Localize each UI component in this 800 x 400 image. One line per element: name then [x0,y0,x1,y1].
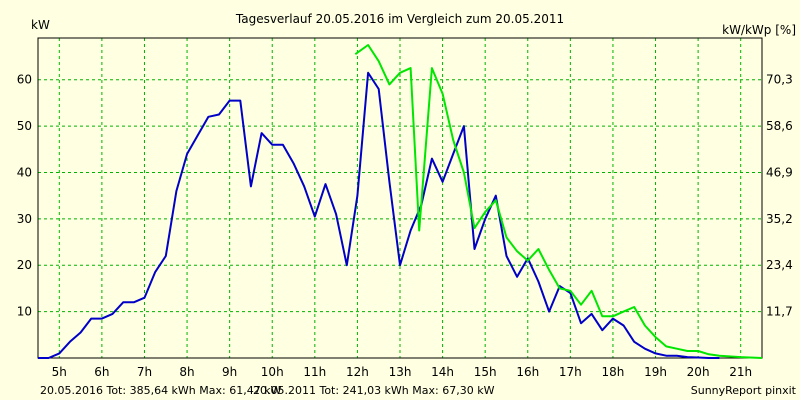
x-tick-label: 15h [474,365,497,379]
series-line-20.05.2016 [38,71,720,359]
y-tick-label-left: 30 [17,212,32,226]
x-tick-label: 7h [137,365,152,379]
x-tick-label: 14h [431,365,454,379]
x-tick-label: 11h [303,365,326,379]
x-tick-label: 19h [644,365,667,379]
x-tick-label: 18h [602,365,625,379]
x-tick-label: 10h [261,365,284,379]
y-tick-labels-left: 10 20 30 40 50 60 [17,73,32,319]
legend-stats-2011: 20.05.2011 Tot: 241,03 kWh Max: 67,30 kW [253,384,495,397]
y-tick-label-right: 35,2 [766,212,793,226]
y-tick-label-right: 46,9 [766,165,793,179]
chart-title: Tagesverlauf 20.05.2016 im Vergleich zum… [235,12,564,26]
y-tick-label-left: 10 [17,305,32,319]
y-tick-label-left: 50 [17,119,32,133]
x-tick-label: 12h [346,365,369,379]
x-tick-label: 20h [687,365,710,379]
credit-text: SunnyReport pinxit [691,384,797,397]
x-tick-label: 9h [222,365,237,379]
y-tick-label-right: 11,7 [766,305,793,319]
series-line-20.05.2011 [354,44,763,359]
x-tick-label: 8h [179,365,194,379]
series-layer [38,44,763,359]
y-tick-label-right: 70,3 [766,73,793,87]
x-tick-label: 6h [94,365,109,379]
y-tick-label-left: 20 [17,258,32,272]
x-tick-label: 21h [729,365,752,379]
grid-lines [38,38,762,358]
x-tick-label: 13h [389,365,412,379]
legend-stats-2016: 20.05.2016 Tot: 385,64 kWh Max: 61,47 kW [40,384,282,397]
x-tick-label: 16h [516,365,539,379]
y-tick-label-right: 58,6 [766,119,793,133]
y-axis-label-right: kW/kWp [%] [722,23,796,37]
y-axis-label-left: kW [31,18,50,32]
x-tick-label: 17h [559,365,582,379]
y-tick-label-left: 60 [17,73,32,87]
x-tick-label: 5h [52,365,67,379]
y-tick-label-right: 23,4 [766,258,793,272]
y-tick-labels-right: 11,7 23,4 35,2 46,9 58,6 70,3 [766,73,793,319]
plot-frame [37,37,763,359]
x-tick-labels: 5h 6h 7h 8h 9h 10h 11h 12h 13h 14h 15h 16h 17h 18h 19h… [52,365,752,379]
y-tick-label-left: 40 [17,165,32,179]
